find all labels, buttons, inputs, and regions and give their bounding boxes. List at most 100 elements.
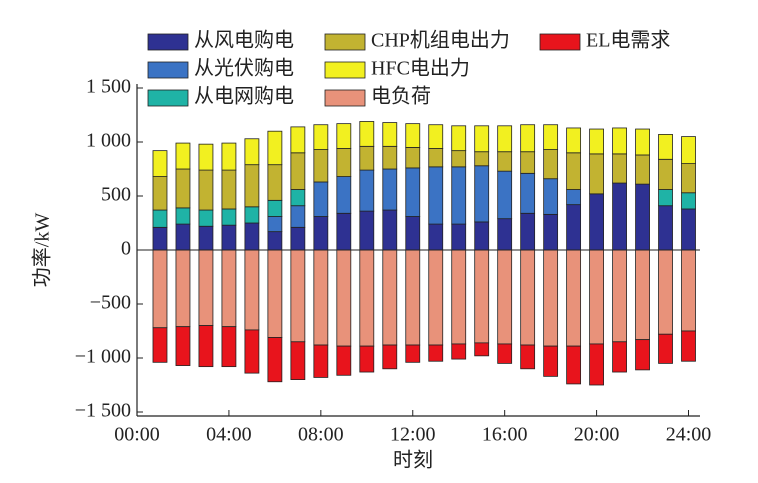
- bar-segment: [382, 344, 398, 370]
- y-tick-label: −500: [90, 292, 131, 314]
- bar-segment: [336, 123, 352, 149]
- bar-segment: [152, 249, 168, 329]
- bar-segment: [451, 343, 467, 360]
- bar-segment: [267, 231, 283, 251]
- bar-segment: [290, 152, 306, 190]
- bar-segment: [198, 249, 214, 326]
- legend-swatch: [324, 89, 366, 107]
- bar-segment: [451, 125, 467, 152]
- bar-segment: [290, 249, 306, 343]
- bar-segment: [244, 249, 260, 331]
- bar-segment: [543, 149, 559, 180]
- bar-segment: [313, 249, 329, 346]
- bar-segment: [267, 249, 283, 338]
- bar-segment: [428, 344, 444, 362]
- bar-segment: [244, 222, 260, 251]
- bar-segment: [543, 213, 559, 251]
- bar-segment: [267, 199, 283, 217]
- bar-segment: [198, 143, 214, 171]
- bar-segment: [497, 170, 513, 220]
- bar-segment: [474, 151, 490, 167]
- bar-segment: [198, 209, 214, 227]
- bar-segment: [336, 249, 352, 347]
- bar-segment: [681, 330, 696, 362]
- bar-segment: [589, 343, 604, 386]
- bar-segment: [313, 181, 329, 217]
- bar-segment: [359, 249, 375, 347]
- bar-segment: [267, 337, 283, 383]
- bar-segment: [612, 249, 627, 343]
- legend-swatch: [539, 33, 581, 51]
- x-tick-label: 00:00: [114, 424, 160, 446]
- bar-segment: [566, 152, 582, 190]
- bar-segment: [589, 249, 604, 345]
- bar-segment: [175, 168, 191, 209]
- bar-segment: [681, 208, 696, 251]
- bar-segment: [520, 172, 536, 214]
- bar-segment: [497, 218, 513, 251]
- bar-segment: [635, 154, 650, 185]
- bar-segment: [428, 166, 444, 225]
- bar-segment: [267, 130, 283, 166]
- bar-segment: [267, 164, 283, 201]
- bar-segment: [244, 206, 260, 224]
- bar-segment: [497, 125, 513, 153]
- bar-segment: [428, 148, 444, 168]
- bar-segment: [566, 249, 582, 347]
- bar-segment: [589, 153, 604, 195]
- bar-segment: [221, 208, 237, 226]
- x-axis-label: 时刻: [393, 449, 433, 472]
- bar-segment: [152, 150, 168, 177]
- bar-segment: [474, 249, 490, 344]
- bar-segment: [497, 343, 513, 364]
- bar-segment: [474, 125, 490, 153]
- bar-segment: [543, 124, 559, 150]
- bar-segment: [313, 124, 329, 150]
- bar-segment: [658, 158, 673, 190]
- bar-segment: [658, 134, 673, 160]
- bar-segment: [382, 249, 398, 346]
- x-tick-label: 12:00: [390, 424, 436, 446]
- bar-segment: [589, 128, 604, 155]
- bar-segment: [336, 176, 352, 214]
- bar-segment: [221, 142, 237, 171]
- y-tick-label: 500: [101, 184, 131, 206]
- legend-label: EL电需求: [586, 29, 670, 52]
- bar-segment: [336, 345, 352, 376]
- bar-segment: [198, 169, 214, 211]
- x-tick-label: 16:00: [482, 424, 528, 446]
- bar-segment: [336, 212, 352, 251]
- bar-segment: [497, 249, 513, 345]
- bar-segment: [566, 127, 582, 154]
- bar-segment: [520, 124, 536, 153]
- bar-segment: [336, 148, 352, 177]
- legend-swatch: [324, 61, 366, 79]
- bar-segment: [290, 341, 306, 380]
- bar-segment: [612, 182, 627, 251]
- bar-segment: [428, 249, 444, 346]
- bar-segment: [474, 342, 490, 357]
- y-tick-label: −1 500: [75, 400, 131, 422]
- bar-segment: [543, 345, 559, 377]
- legend-label: CHP机组电出力: [371, 29, 510, 52]
- bar-segment: [175, 249, 191, 328]
- y-axis-label: 功率/kW: [31, 213, 54, 288]
- bar-segment: [589, 193, 604, 251]
- bar-segment: [566, 204, 582, 251]
- bar-segment: [566, 189, 582, 206]
- bar-segment: [451, 249, 467, 345]
- bar-segment: [520, 212, 536, 251]
- bar-segment: [221, 224, 237, 251]
- bar-segment: [405, 123, 421, 148]
- bar-segment: [658, 189, 673, 207]
- bar-segment: [290, 126, 306, 154]
- bar-segment: [313, 216, 329, 251]
- bar-segment: [405, 344, 421, 363]
- bar-segment: [382, 168, 398, 211]
- bar-segment: [566, 345, 582, 385]
- bar-segment: [451, 150, 467, 168]
- x-tick-label: 24:00: [666, 424, 712, 446]
- bar-segment: [313, 149, 329, 183]
- y-tick-label: −1 000: [75, 346, 131, 368]
